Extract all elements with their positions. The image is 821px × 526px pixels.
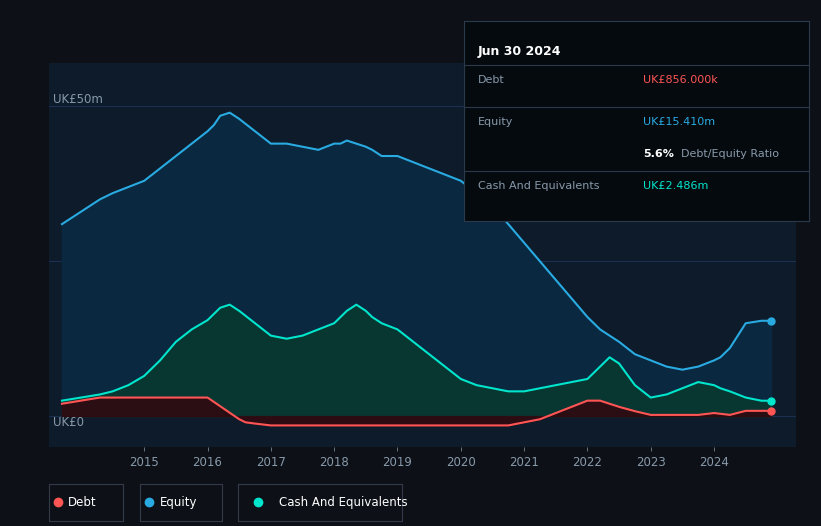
Text: UK£50m: UK£50m bbox=[53, 94, 103, 106]
Text: Cash And Equivalents: Cash And Equivalents bbox=[478, 181, 599, 191]
Text: UK£0: UK£0 bbox=[53, 416, 84, 429]
Text: Equity: Equity bbox=[160, 496, 198, 509]
Text: UK£15.410m: UK£15.410m bbox=[643, 117, 715, 127]
Text: 5.6%: 5.6% bbox=[643, 149, 674, 159]
Text: Debt/Equity Ratio: Debt/Equity Ratio bbox=[681, 149, 779, 159]
Text: Debt: Debt bbox=[478, 75, 504, 85]
Text: UK£2.486m: UK£2.486m bbox=[643, 181, 709, 191]
Text: Cash And Equivalents: Cash And Equivalents bbox=[279, 496, 408, 509]
Text: Equity: Equity bbox=[478, 117, 513, 127]
Text: Debt: Debt bbox=[67, 496, 96, 509]
Text: Jun 30 2024: Jun 30 2024 bbox=[478, 45, 562, 58]
Text: UK£856.000k: UK£856.000k bbox=[643, 75, 718, 85]
